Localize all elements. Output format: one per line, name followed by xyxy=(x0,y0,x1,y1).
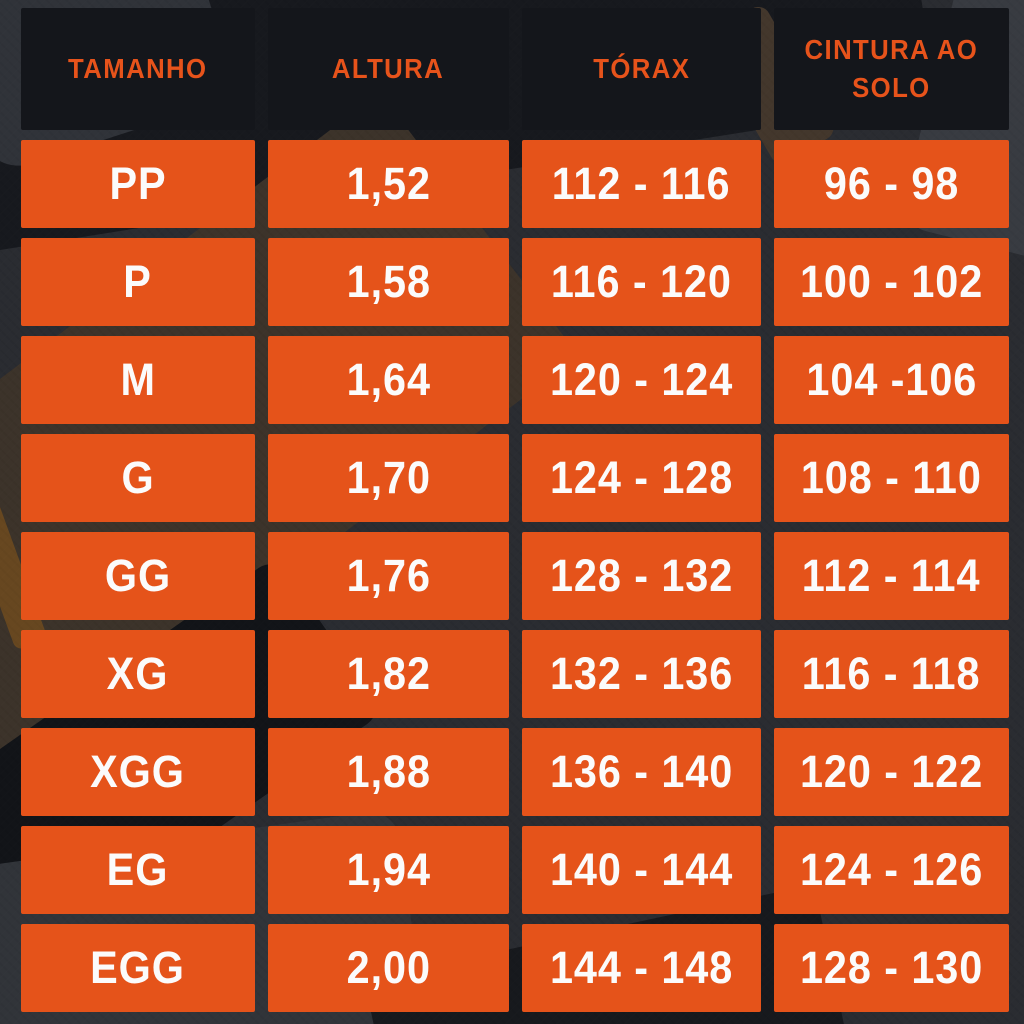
measurement-value: 1,94 xyxy=(346,844,431,895)
measurement-value: 136 - 140 xyxy=(549,746,734,797)
measurement-value: 140 - 144 xyxy=(549,844,734,895)
measurement-value: 2,00 xyxy=(346,942,431,993)
table-cell-cintura-ao-solo: 104 -106 xyxy=(774,336,1009,424)
header-cell-tamanho: TAMANHO xyxy=(21,8,255,130)
measurement-value: 104 -106 xyxy=(806,354,977,405)
table-cell-altura: 1,76 xyxy=(268,532,509,620)
size-value: P xyxy=(123,256,153,307)
measurement-value: 1,58 xyxy=(346,256,431,307)
table-cell-cintura-ao-solo: 116 - 118 xyxy=(774,630,1009,718)
table-cell-torax: 116 - 120 xyxy=(522,238,761,326)
header-cell-altura: ALTURA xyxy=(268,8,509,130)
size-value: XG xyxy=(107,648,169,699)
table-cell-tamanho: G xyxy=(21,434,255,522)
measurement-value: 116 - 118 xyxy=(802,648,981,699)
table-cell-tamanho: XGG xyxy=(21,728,255,816)
table-cell-torax: 144 - 148 xyxy=(522,924,761,1012)
size-value: M xyxy=(120,354,156,405)
table-cell-altura: 1,70 xyxy=(268,434,509,522)
table-cell-torax: 140 - 144 xyxy=(522,826,761,914)
measurement-value: 1,52 xyxy=(346,158,431,209)
measurement-value: 1,82 xyxy=(346,648,431,699)
header-cell-torax: TÓRAX xyxy=(522,8,761,130)
table-cell-torax: 124 - 128 xyxy=(522,434,761,522)
table-cell-altura: 1,64 xyxy=(268,336,509,424)
table-cell-cintura-ao-solo: 108 - 110 xyxy=(774,434,1009,522)
measurement-value: 112 - 114 xyxy=(802,550,981,601)
table-cell-torax: 136 - 140 xyxy=(522,728,761,816)
table-cell-tamanho: XG xyxy=(21,630,255,718)
header-cell-cintura-ao-solo: CINTURA AO SOLO xyxy=(774,8,1009,130)
table-cell-torax: 128 - 132 xyxy=(522,532,761,620)
table-cell-altura: 1,58 xyxy=(268,238,509,326)
measurement-value: 120 - 122 xyxy=(799,746,984,797)
table-cell-cintura-ao-solo: 124 - 126 xyxy=(774,826,1009,914)
table-cell-tamanho: EG xyxy=(21,826,255,914)
size-value: GG xyxy=(104,550,172,601)
table-cell-torax: 132 - 136 xyxy=(522,630,761,718)
table-cell-cintura-ao-solo: 96 - 98 xyxy=(774,140,1009,228)
size-value: XGG xyxy=(90,746,186,797)
table-cell-altura: 2,00 xyxy=(268,924,509,1012)
table-cell-tamanho: EGG xyxy=(21,924,255,1012)
measurement-value: 1,70 xyxy=(346,452,431,503)
measurement-value: 116 - 120 xyxy=(551,256,732,307)
table-cell-cintura-ao-solo: 128 - 130 xyxy=(774,924,1009,1012)
table-cell-altura: 1,94 xyxy=(268,826,509,914)
table-cell-altura: 1,52 xyxy=(268,140,509,228)
table-cell-cintura-ao-solo: 100 - 102 xyxy=(774,238,1009,326)
measurement-value: 100 - 102 xyxy=(799,256,984,307)
measurement-value: 120 - 124 xyxy=(549,354,734,405)
header-label-cintura-ao-solo: CINTURA AO SOLO xyxy=(804,34,979,103)
size-value: EG xyxy=(107,844,169,895)
table-cell-cintura-ao-solo: 112 - 114 xyxy=(774,532,1009,620)
table-cell-tamanho: M xyxy=(21,336,255,424)
measurement-value: 108 - 110 xyxy=(801,452,982,503)
measurement-value: 124 - 126 xyxy=(799,844,984,895)
table-cell-altura: 1,82 xyxy=(268,630,509,718)
size-value: G xyxy=(121,452,155,503)
table-cell-torax: 112 - 116 xyxy=(522,140,761,228)
measurement-value: 112 - 116 xyxy=(552,158,731,209)
size-value: PP xyxy=(109,158,167,209)
table-cell-tamanho: PP xyxy=(21,140,255,228)
measurement-value: 144 - 148 xyxy=(549,942,734,993)
header-label-torax: TÓRAX xyxy=(592,53,691,85)
measurement-value: 132 - 136 xyxy=(549,648,734,699)
measurement-value: 124 - 128 xyxy=(549,452,734,503)
header-label-altura: ALTURA xyxy=(332,53,445,85)
measurement-value: 128 - 130 xyxy=(799,942,984,993)
table-cell-torax: 120 - 124 xyxy=(522,336,761,424)
header-label-tamanho: TAMANHO xyxy=(68,53,208,85)
size-chart-table: TAMANHO ALTURA TÓRAX CINTURA AO SOLO PP 1,52 1… xyxy=(21,8,1009,1012)
measurement-value: 1,64 xyxy=(346,354,431,405)
measurement-value: 1,76 xyxy=(346,550,431,601)
measurement-value: 1,88 xyxy=(346,746,431,797)
table-cell-altura: 1,88 xyxy=(268,728,509,816)
table-cell-cintura-ao-solo: 120 - 122 xyxy=(774,728,1009,816)
measurement-value: 96 - 98 xyxy=(823,158,960,209)
size-value: EGG xyxy=(90,942,186,993)
table-cell-tamanho: GG xyxy=(21,532,255,620)
measurement-value: 128 - 132 xyxy=(549,550,734,601)
table-cell-tamanho: P xyxy=(21,238,255,326)
